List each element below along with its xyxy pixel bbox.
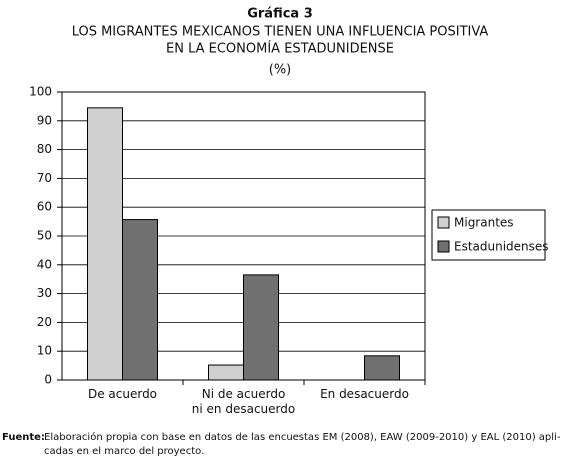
legend-swatch (437, 240, 450, 253)
legend-swatch (437, 216, 450, 229)
bar (243, 274, 279, 381)
x-tick-label: Ni de acuerdo ni en desacuerdo (192, 387, 295, 416)
chart-subtitle: EN LA ECONOMÍA ESTADUNIDENSE (166, 41, 394, 57)
y-tick-label: 80 (37, 142, 52, 156)
y-tick-label: 90 (37, 113, 52, 127)
y-tick-label: 0 (44, 373, 52, 387)
legend-label: Estadunidenses (454, 240, 549, 254)
legend-box (431, 209, 546, 261)
x-tick-label: En desacuerdo (320, 387, 409, 401)
y-tick-label: 60 (37, 200, 52, 214)
y-tick-label: 30 (37, 286, 52, 300)
x-tick-label: De acuerdo (88, 387, 157, 401)
chart-title: Gráfica 3 (247, 7, 313, 22)
y-tick-label: 70 (37, 171, 52, 185)
source-text: Elaboración propia con base en datos de … (44, 431, 561, 443)
y-tick-label: 40 (37, 257, 52, 271)
legend-label: Migrantes (454, 216, 514, 230)
y-tick-label: 20 (37, 315, 52, 329)
y-tick-label: 50 (37, 229, 52, 243)
bar (122, 219, 158, 381)
chart-subtitle: LOS MIGRANTES MEXICANOS TIENEN UNA INFLU… (72, 25, 489, 40)
y-tick-label: 10 (37, 344, 52, 358)
unit-label: (%) (269, 63, 292, 78)
source-label: Fuente: (2, 432, 45, 443)
bar (364, 355, 400, 381)
y-tick-label: 100 (29, 85, 52, 99)
source-text: cadas en el marco del proyecto. (44, 446, 204, 457)
bar (87, 107, 123, 381)
bar (208, 364, 244, 381)
